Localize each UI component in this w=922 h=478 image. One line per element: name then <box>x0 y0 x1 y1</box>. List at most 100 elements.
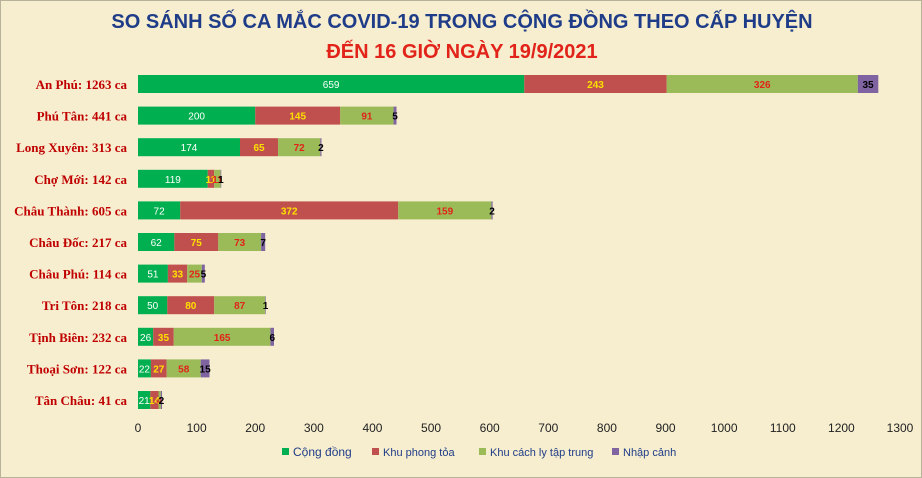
bar-segment <box>138 391 151 409</box>
x-tick-label: 700 <box>538 421 558 435</box>
bar-segment <box>173 327 271 346</box>
data-label: 145 <box>289 112 306 123</box>
bar-segment <box>150 391 159 409</box>
category-labels: An Phú: 1263 ca Phú Tân: 441 ca Long Xuyên… <box>14 77 127 408</box>
bar-segment <box>160 391 163 409</box>
data-label: 51 <box>147 270 159 281</box>
x-tick-label: 1000 <box>711 421 738 435</box>
category-label: Chợ Mới: 142 ca <box>34 172 127 187</box>
bar-segment <box>138 296 168 315</box>
category-label: Châu Phú: 114 ca <box>29 267 127 282</box>
data-label: 6 <box>269 333 275 344</box>
bar-segment <box>138 75 525 93</box>
x-tick-label: 1300 <box>887 421 914 435</box>
category-label: Tân Châu: 41 ca <box>35 393 128 408</box>
bar-segment <box>201 264 205 283</box>
data-label: 4 <box>157 396 163 407</box>
x-tick-label: 400 <box>362 421 382 435</box>
data-label: 87 <box>234 301 246 312</box>
legend-label: Khu cách ly tập trung <box>490 447 593 459</box>
category-label: Tri Tôn: 218 ca <box>42 298 128 313</box>
bar-segment <box>200 359 210 378</box>
data-label: 75 <box>191 238 203 249</box>
legend-swatch <box>282 448 289 455</box>
bar-segment <box>138 138 240 157</box>
data-label: 73 <box>234 238 246 249</box>
data-label: 11 <box>212 175 223 186</box>
data-label: 1 <box>218 175 224 186</box>
bar-segment <box>220 169 222 188</box>
bar-segment <box>167 296 215 315</box>
bar-segment <box>524 75 667 93</box>
data-label: 119 <box>165 175 181 186</box>
bar-segment <box>167 264 188 283</box>
bar-segment <box>270 327 274 346</box>
data-label: 5 <box>392 112 398 123</box>
x-tick-label: 600 <box>480 421 500 435</box>
bar-segment <box>857 75 879 93</box>
data-label: 50 <box>147 301 159 312</box>
x-tick-label: 100 <box>187 421 207 435</box>
bar-segment <box>138 327 154 346</box>
data-label: 5 <box>201 270 207 281</box>
data-label: 80 <box>185 301 197 312</box>
category-label: Châu Thành: 605 ca <box>14 203 127 218</box>
data-label: 200 <box>188 112 205 123</box>
data-label: 2 <box>489 206 495 217</box>
bar-segment <box>261 233 266 251</box>
x-tick-label: 900 <box>656 421 676 435</box>
bar-segment <box>239 138 279 157</box>
data-label: 372 <box>281 206 298 217</box>
data-label: 72 <box>154 206 166 217</box>
data-label: 2 <box>318 143 324 154</box>
bar-segment <box>278 138 321 157</box>
x-axis: 0 100 200 300 400 500 600 700 800 900 1000 1100 1200… <box>135 421 914 435</box>
bar-segment <box>666 75 858 93</box>
data-label: 21 <box>139 396 151 407</box>
bar-segment <box>138 264 168 283</box>
data-label: 174 <box>181 143 198 154</box>
data-label: 659 <box>323 80 340 91</box>
x-tick-label: 800 <box>597 421 617 435</box>
data-label: 25 <box>189 270 201 281</box>
data-label: 14 <box>149 396 161 407</box>
data-label: 65 <box>253 143 265 154</box>
data-label: 35 <box>862 80 874 91</box>
bar-segment <box>158 391 161 409</box>
bar-segment <box>218 233 262 251</box>
data-label: 72 <box>294 143 306 154</box>
bar-segment <box>138 359 151 378</box>
category-label: Tịnh Biên: 232 ca <box>29 330 127 345</box>
bar-segment <box>138 233 175 251</box>
bar-segment <box>340 106 394 125</box>
data-label: 22 <box>139 364 151 375</box>
bar-segment <box>138 106 256 125</box>
bar-segment <box>187 264 202 283</box>
data-label: 165 <box>214 333 231 344</box>
data-label: 58 <box>178 364 190 375</box>
category-label: An Phú: 1263 ca <box>36 77 128 92</box>
data-label: 159 <box>437 206 454 217</box>
bar-segment <box>320 138 322 157</box>
x-tick-label: 1100 <box>770 421 796 435</box>
category-label: Long Xuyên: 313 ca <box>16 140 127 155</box>
data-label: 243 <box>587 80 604 91</box>
bar-segment <box>491 201 493 220</box>
bar-segment <box>150 359 167 378</box>
data-label: 2 <box>159 396 165 407</box>
category-label: Thoại Sơn: 122 ca <box>27 361 128 376</box>
bar-segment <box>166 359 201 378</box>
bar-segment <box>174 233 219 251</box>
bar-segment <box>153 327 174 346</box>
bar-segment <box>398 201 492 220</box>
chart-subtitle: ĐẾN 16 GIỜ NGÀY 19/9/2021 <box>326 41 598 63</box>
x-tick-label: 200 <box>245 421 265 435</box>
bar-segment <box>393 106 397 125</box>
bar-segment <box>138 169 208 188</box>
data-label: 35 <box>158 333 170 344</box>
category-label: Châu Đốc: 217 ca <box>29 235 127 250</box>
bar-segment <box>214 296 266 315</box>
bar-segment <box>207 169 215 188</box>
